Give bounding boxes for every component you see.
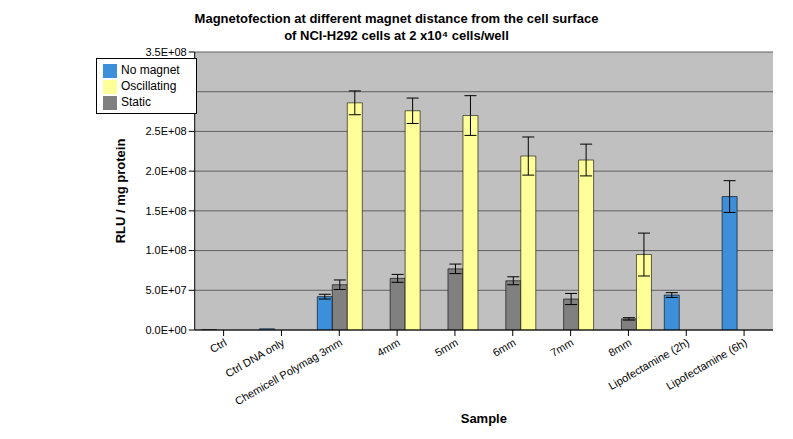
svg-text:1.5E+08: 1.5E+08 [145,205,186,217]
svg-text:3.5E+08: 3.5E+08 [145,46,186,58]
svg-text:4mm: 4mm [375,336,402,359]
svg-text:Sample: Sample [461,411,507,426]
svg-text:3.0E+08: 3.0E+08 [145,86,186,98]
svg-text:0.0E+00: 0.0E+00 [145,324,186,336]
svg-text:Lipofectamine (6h): Lipofectamine (6h) [664,336,749,392]
svg-text:7mm: 7mm [548,336,575,359]
svg-text:6mm: 6mm [490,336,517,359]
svg-text:1.0E+08: 1.0E+08 [145,244,186,256]
svg-text:RLU / mg protein: RLU / mg protein [113,139,128,244]
svg-text:5.0E+07: 5.0E+07 [145,284,186,296]
svg-text:8mm: 8mm [606,336,633,359]
svg-text:2.5E+08: 2.5E+08 [145,125,186,137]
svg-text:Chemicell Polymag 3mm: Chemicell Polymag 3mm [233,336,344,407]
svg-text:5mm: 5mm [433,336,460,359]
svg-text:2.0E+08: 2.0E+08 [145,165,186,177]
svg-text:Ctrl: Ctrl [208,336,229,355]
